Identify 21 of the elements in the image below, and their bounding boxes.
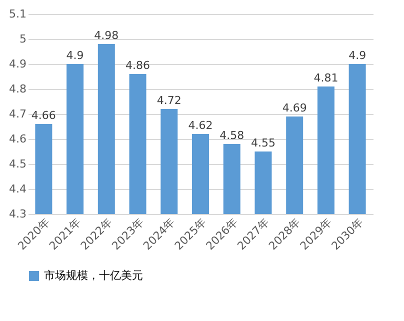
data-label: 4.81 [314,72,338,84]
legend-label: 市场规模，十亿美元 [44,269,143,282]
y-tick-label: 4.5 [9,158,26,170]
data-label: 4.62 [188,119,213,132]
data-label: 4.72 [156,94,182,107]
y-tick-label: 4.7 [9,108,26,120]
data-label: 4.58 [220,129,244,142]
data-label: 4.98 [94,29,119,42]
y-tick-label: 5.1 [9,8,26,20]
data-label: 4.66 [31,109,56,122]
y-tick-label: 4.3 [9,208,26,220]
data-label: 4.55 [250,136,276,150]
data-label: 4.9 [66,49,84,62]
y-tick-label: 4.4 [9,182,26,196]
y-tick-label: 5 [20,32,26,46]
data-label: 4.9 [348,49,366,62]
y-tick-label: 4.9 [9,58,26,70]
data-label: 4.69 [282,102,307,114]
y-tick-label: 4.6 [9,132,26,146]
y-tick-label: 4.8 [9,82,26,96]
data-label: 4.86 [126,59,150,72]
